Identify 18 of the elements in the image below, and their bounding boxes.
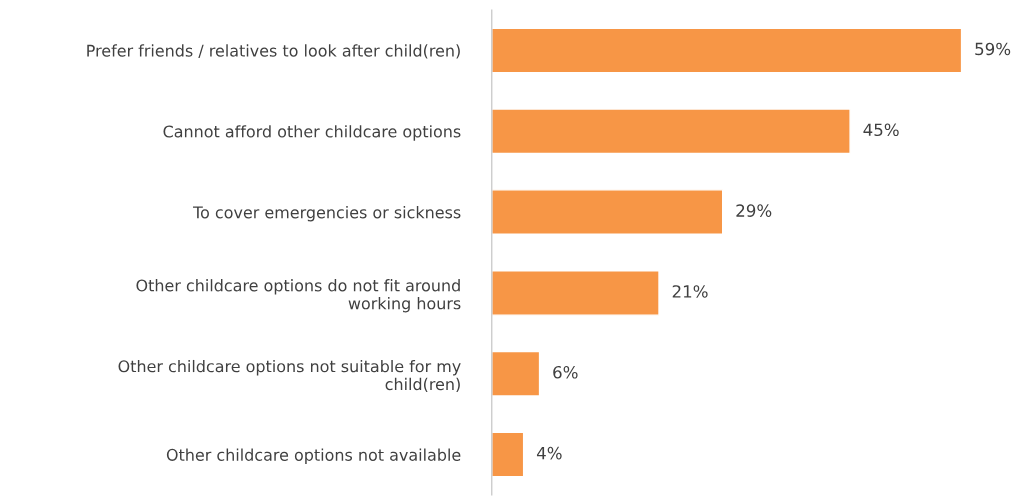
bar (491, 27, 963, 74)
y-tick-label: To cover emergencies or sickness (192, 206, 461, 222)
data-label: 29% (736, 204, 772, 217)
y-tick-label: Other childcare options do not fit around working hours (136, 279, 461, 313)
data-label: 21% (672, 285, 708, 298)
y-tick-label: Cannot afford other childcare options (163, 125, 461, 141)
data-label: 45% (863, 123, 899, 137)
data-label: 6% (553, 365, 578, 379)
bar (491, 189, 724, 236)
data-label: 59% (975, 42, 1011, 56)
bar (491, 350, 541, 397)
y-tick-label: Prefer friends / relatives to look after child(ren) (87, 44, 460, 59)
bar (491, 108, 851, 155)
y-tick-label: Other childcare options not suitable for my child(ren) (118, 359, 461, 393)
bar (491, 269, 660, 316)
y-tick-label: Other childcare options not available (166, 448, 461, 464)
data-label: 4% (536, 446, 562, 460)
bar (491, 431, 525, 478)
